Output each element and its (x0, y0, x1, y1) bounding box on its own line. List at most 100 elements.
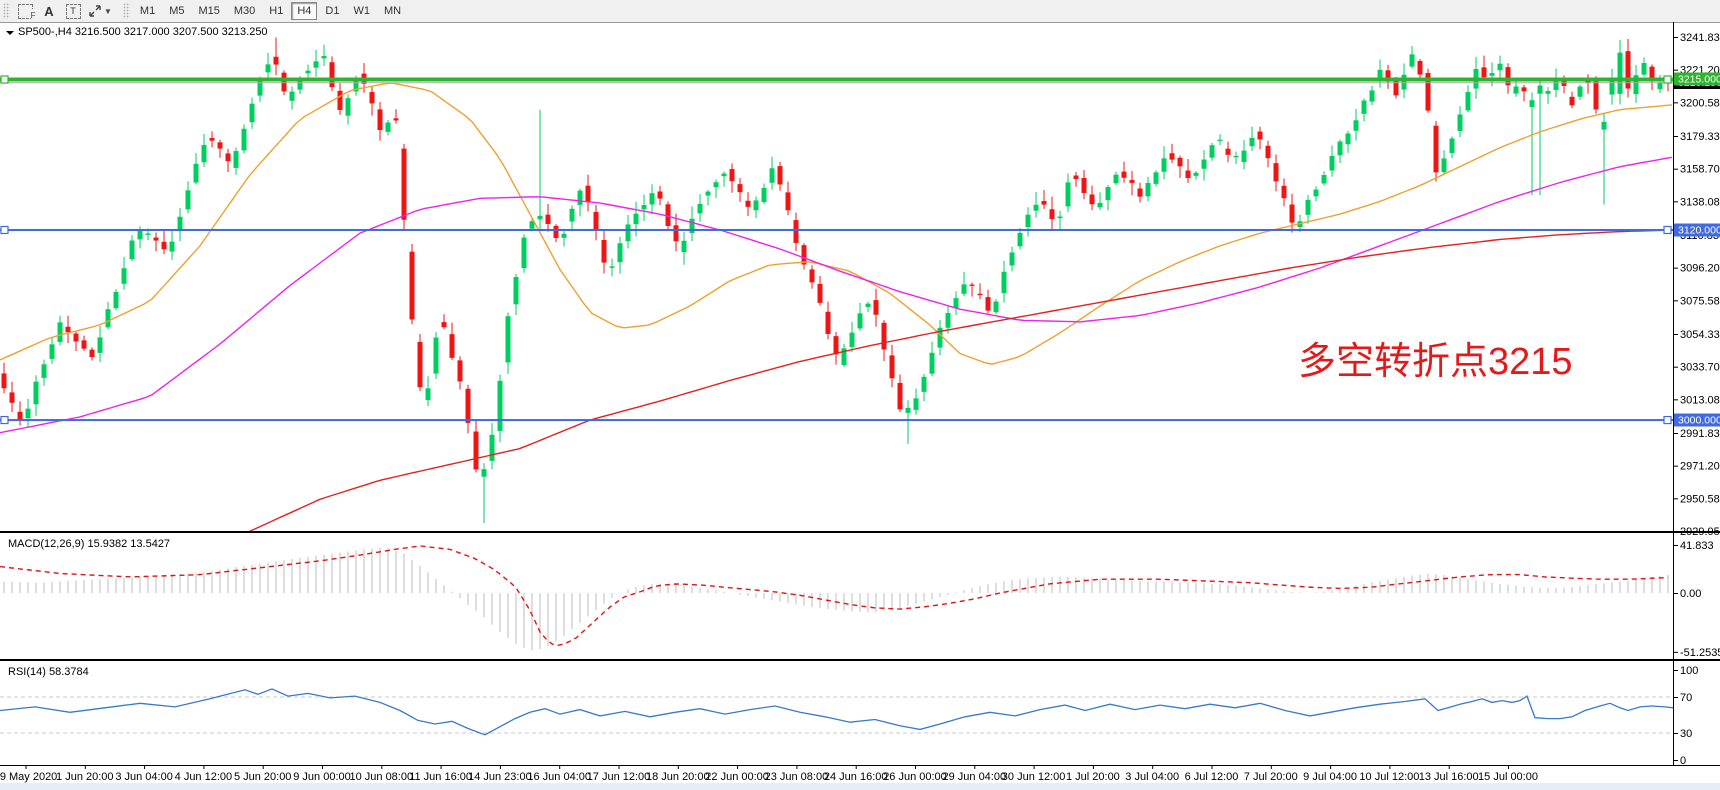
svg-text:3 Jul 04:00: 3 Jul 04:00 (1125, 771, 1179, 783)
toolbar-drag-handle[interactable] (3, 3, 10, 19)
chart-canvas[interactable]: 3241.8303221.2053200.5803179.3303158.705… (0, 22, 1720, 790)
svg-text:10 Jun 08:00: 10 Jun 08:00 (349, 771, 413, 783)
svg-text:3241.830: 3241.830 (1680, 32, 1720, 44)
svg-text:3033.705: 3033.705 (1680, 362, 1720, 374)
tf-d1-button[interactable]: D1 (319, 2, 345, 20)
time-axis-line (0, 765, 1720, 766)
macd-panel: 41.833 0.00 -51.2535 (0, 540, 1720, 659)
svg-text:0: 0 (1680, 755, 1686, 767)
hline-anchor[interactable] (1663, 225, 1672, 235)
tf-m15-button[interactable]: M15 (192, 2, 225, 20)
template-grid-icon: F (17, 3, 36, 22)
hline-3215[interactable] (0, 77, 1673, 82)
tf-mn-button[interactable]: MN (378, 2, 407, 20)
hline-anchor[interactable] (0, 225, 9, 235)
text-tool-button[interactable]: T (61, 1, 85, 21)
svg-text:3000.000: 3000.000 (1678, 415, 1720, 427)
text-tool-icon: T (65, 3, 81, 19)
tf-h1-button[interactable]: H1 (263, 2, 289, 20)
svg-text:24 Jun 16:00: 24 Jun 16:00 (824, 771, 888, 783)
font-button[interactable]: A (37, 1, 61, 21)
candles (1, 37, 1671, 524)
rsi-line (0, 688, 1674, 736)
tf-w1-button[interactable]: W1 (347, 2, 376, 20)
svg-text:15 Jul 00:00: 15 Jul 00:00 (1478, 771, 1538, 783)
svg-text:100: 100 (1680, 665, 1698, 677)
rsi-panel: 100 70 30 0 (0, 665, 1698, 767)
svg-text:7 Jul 20:00: 7 Jul 20:00 (1244, 771, 1298, 783)
hline-label-3120[interactable]: 3120.000 (1674, 223, 1720, 237)
svg-text:3013.080: 3013.080 (1680, 394, 1720, 406)
svg-text:3096.205: 3096.205 (1680, 263, 1720, 275)
bottom-strip (0, 783, 1720, 790)
svg-text:30 Jun 12:00: 30 Jun 12:00 (1002, 771, 1066, 783)
price-axis-line[interactable] (1673, 22, 1674, 765)
slow-ma (248, 229, 1672, 531)
svg-text:30: 30 (1680, 728, 1692, 740)
hline-3000[interactable] (0, 419, 1673, 422)
current-price-line (0, 82, 1673, 84)
macd-indicator-label: MACD(12,26,9) 15.9382 13.5427 (8, 538, 170, 550)
timeframe-drag-handle[interactable] (122, 3, 130, 19)
font-a-icon: A (44, 3, 54, 19)
tf-h4-button[interactable]: H4 (291, 2, 318, 20)
svg-text:2991.830: 2991.830 (1680, 428, 1720, 440)
svg-text:3215.000: 3215.000 (1678, 74, 1720, 86)
svg-text:4 Jun 12:00: 4 Jun 12:00 (175, 771, 233, 783)
svg-text:13 Jul 16:00: 13 Jul 16:00 (1419, 771, 1479, 783)
macd-signal-line (0, 545, 1669, 647)
hline-anchor[interactable] (0, 415, 9, 425)
tf-m30-button[interactable]: M30 (228, 2, 261, 20)
fast-ma (0, 82, 1673, 365)
svg-text:1 Jun 20:00: 1 Jun 20:00 (56, 771, 114, 783)
svg-text:6 Jul 12:00: 6 Jul 12:00 (1185, 771, 1239, 783)
cursor-tool-button[interactable]: ▼ (85, 1, 115, 21)
tf-m1-button[interactable]: M1 (134, 2, 161, 20)
svg-text:3 Jun 04:00: 3 Jun 04:00 (115, 771, 173, 783)
template-button[interactable]: F (13, 1, 37, 22)
svg-text:1 Jul 20:00: 1 Jul 20:00 (1066, 771, 1120, 783)
svg-text:3075.580: 3075.580 (1680, 295, 1720, 307)
svg-text:10 Jul 12:00: 10 Jul 12:00 (1359, 771, 1419, 783)
svg-text:3138.080: 3138.080 (1680, 196, 1720, 208)
svg-text:0.00: 0.00 (1680, 588, 1701, 600)
hline-anchor[interactable] (1663, 415, 1672, 425)
dropdown-caret-icon: ▼ (104, 6, 112, 16)
price-axis[interactable]: 3241.8303221.2053200.5803179.3303158.705… (1673, 32, 1720, 538)
svg-text:3158.705: 3158.705 (1680, 164, 1720, 176)
svg-text:3200.580: 3200.580 (1680, 97, 1720, 109)
svg-text:9 Jul 04:00: 9 Jul 04:00 (1303, 771, 1357, 783)
svg-text:29 May 2020: 29 May 2020 (0, 771, 57, 783)
mid-ma (0, 156, 1673, 434)
svg-text:41.833: 41.833 (1680, 540, 1714, 552)
hline-3120[interactable] (0, 228, 1673, 231)
hline-anchor[interactable] (0, 75, 9, 84)
svg-text:18 Jun 20:00: 18 Jun 20:00 (646, 771, 710, 783)
hlines[interactable] (0, 75, 1673, 425)
hline-label-3000[interactable]: 3000.000 (1674, 413, 1720, 427)
svg-text:2950.580: 2950.580 (1680, 493, 1720, 505)
svg-text:3054.330: 3054.330 (1680, 329, 1720, 341)
hline-anchor[interactable] (1663, 75, 1672, 84)
tf-m5-button[interactable]: M5 (163, 2, 190, 20)
svg-text:14 Jun 23:00: 14 Jun 23:00 (468, 771, 532, 783)
svg-text:2929.955: 2929.955 (1680, 526, 1720, 538)
svg-text:17 Jun 12:00: 17 Jun 12:00 (587, 771, 651, 783)
svg-text:5 Jun 20:00: 5 Jun 20:00 (234, 771, 292, 783)
svg-text:3179.330: 3179.330 (1680, 131, 1720, 143)
cursor-arrows-icon (89, 5, 101, 17)
svg-text:2971.205: 2971.205 (1680, 461, 1720, 473)
chart-ohlc-title: SP500-,H4 3216.500 3217.000 3207.500 321… (18, 26, 268, 38)
hline-label-3215[interactable]: 3215.000 (1674, 72, 1720, 86)
annotation-text: 多空转折点3215 (1298, 341, 1573, 383)
toolbar: F A T ▼ M1 M5 M15 M30 H1 H4 D1 W1 MN (0, 0, 1720, 23)
svg-text:70: 70 (1680, 692, 1692, 704)
svg-text:22 Jun 00:00: 22 Jun 00:00 (705, 771, 769, 783)
svg-text:16 Jun 04:00: 16 Jun 04:00 (527, 771, 591, 783)
rsi-indicator-label: RSI(14) 58.3784 (8, 666, 89, 678)
macd-panel-separator[interactable] (0, 531, 1720, 533)
svg-text:26 Jun 00:00: 26 Jun 00:00 (883, 771, 947, 783)
symbol-dropdown-icon[interactable] (6, 31, 14, 35)
rsi-panel-separator[interactable] (0, 659, 1720, 661)
